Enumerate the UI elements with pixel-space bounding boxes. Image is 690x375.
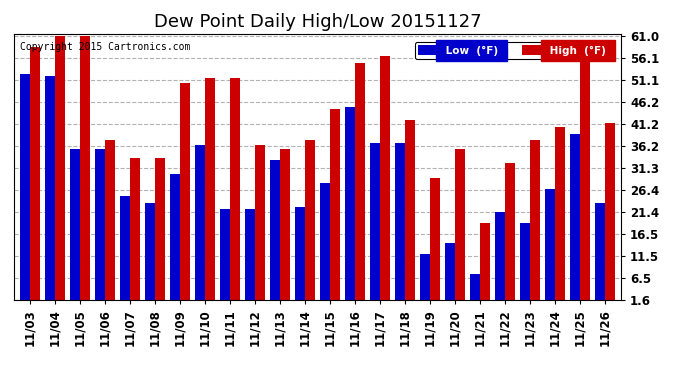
Bar bbox=[219, 209, 230, 300]
Bar bbox=[170, 174, 179, 300]
Bar bbox=[355, 63, 365, 300]
Bar bbox=[155, 158, 165, 300]
Bar bbox=[305, 140, 315, 300]
Bar bbox=[295, 207, 305, 300]
Bar bbox=[80, 36, 90, 300]
Bar bbox=[495, 211, 504, 300]
Bar bbox=[605, 123, 615, 300]
Bar bbox=[420, 254, 430, 300]
Bar bbox=[455, 149, 465, 300]
Bar bbox=[70, 149, 80, 300]
Bar bbox=[330, 110, 340, 300]
Bar bbox=[205, 78, 215, 300]
Bar bbox=[530, 140, 540, 300]
Bar bbox=[344, 107, 355, 300]
Bar bbox=[405, 120, 415, 300]
Bar bbox=[505, 163, 515, 300]
Bar bbox=[520, 223, 529, 300]
Bar bbox=[20, 74, 30, 300]
Bar bbox=[444, 243, 455, 300]
Bar bbox=[470, 274, 480, 300]
Bar bbox=[544, 189, 555, 300]
Bar bbox=[230, 78, 240, 300]
Bar bbox=[555, 127, 565, 300]
Bar bbox=[395, 142, 404, 300]
Bar bbox=[145, 202, 155, 300]
Bar bbox=[245, 209, 255, 300]
Bar bbox=[280, 149, 290, 300]
Bar bbox=[319, 183, 330, 300]
Bar bbox=[30, 47, 40, 300]
Text: Copyright 2015 Cartronics.com: Copyright 2015 Cartronics.com bbox=[20, 42, 190, 52]
Title: Dew Point Daily High/Low 20151127: Dew Point Daily High/Low 20151127 bbox=[154, 13, 481, 31]
Bar bbox=[569, 134, 580, 300]
Bar bbox=[480, 223, 490, 300]
Legend:  Low  (°F) ,  High  (°F) : Low (°F) , High (°F) bbox=[415, 42, 613, 59]
Bar bbox=[255, 145, 265, 300]
Bar bbox=[430, 178, 440, 300]
Bar bbox=[106, 140, 115, 300]
Bar bbox=[95, 149, 105, 300]
Bar bbox=[270, 160, 279, 300]
Bar bbox=[195, 145, 205, 300]
Bar bbox=[595, 202, 604, 300]
Bar bbox=[45, 76, 55, 300]
Bar bbox=[380, 56, 390, 300]
Bar bbox=[130, 158, 140, 300]
Bar bbox=[120, 196, 130, 300]
Bar bbox=[55, 36, 66, 300]
Bar bbox=[370, 142, 380, 300]
Bar bbox=[180, 82, 190, 300]
Bar bbox=[580, 51, 590, 300]
